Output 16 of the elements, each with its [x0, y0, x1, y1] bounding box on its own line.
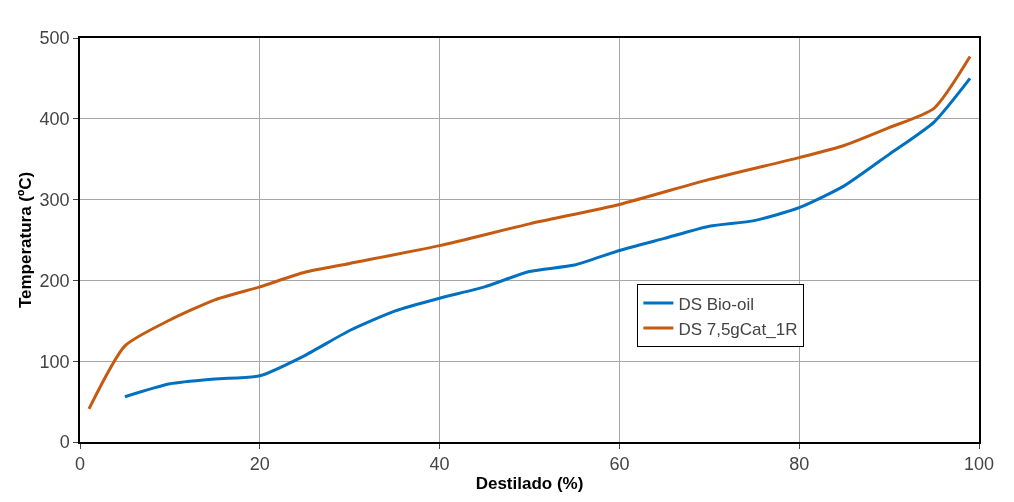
y-tick-label: 500	[39, 28, 70, 49]
x-axis-title: Destilado (%)	[475, 474, 584, 494]
x-tick-label: 100	[963, 454, 995, 475]
x-tick-label: 20	[249, 454, 270, 475]
y-tick-label: 200	[39, 270, 70, 291]
x-tick-label: 0	[74, 454, 86, 475]
legend-label: DS Bio-oil	[678, 294, 754, 314]
x-tick-label: 60	[609, 454, 630, 475]
y-tick-label: 100	[39, 351, 70, 372]
x-tick-label: 40	[429, 454, 450, 475]
legend-label: DS 7,5gCat_1R	[678, 319, 798, 339]
x-tick-label: 80	[789, 454, 810, 475]
y-axis-title: Temperatura (ºC)	[15, 171, 35, 309]
y-tick-label: 0	[59, 432, 70, 453]
y-tick-label: 300	[39, 189, 70, 210]
y-tick-label: 400	[39, 109, 70, 130]
